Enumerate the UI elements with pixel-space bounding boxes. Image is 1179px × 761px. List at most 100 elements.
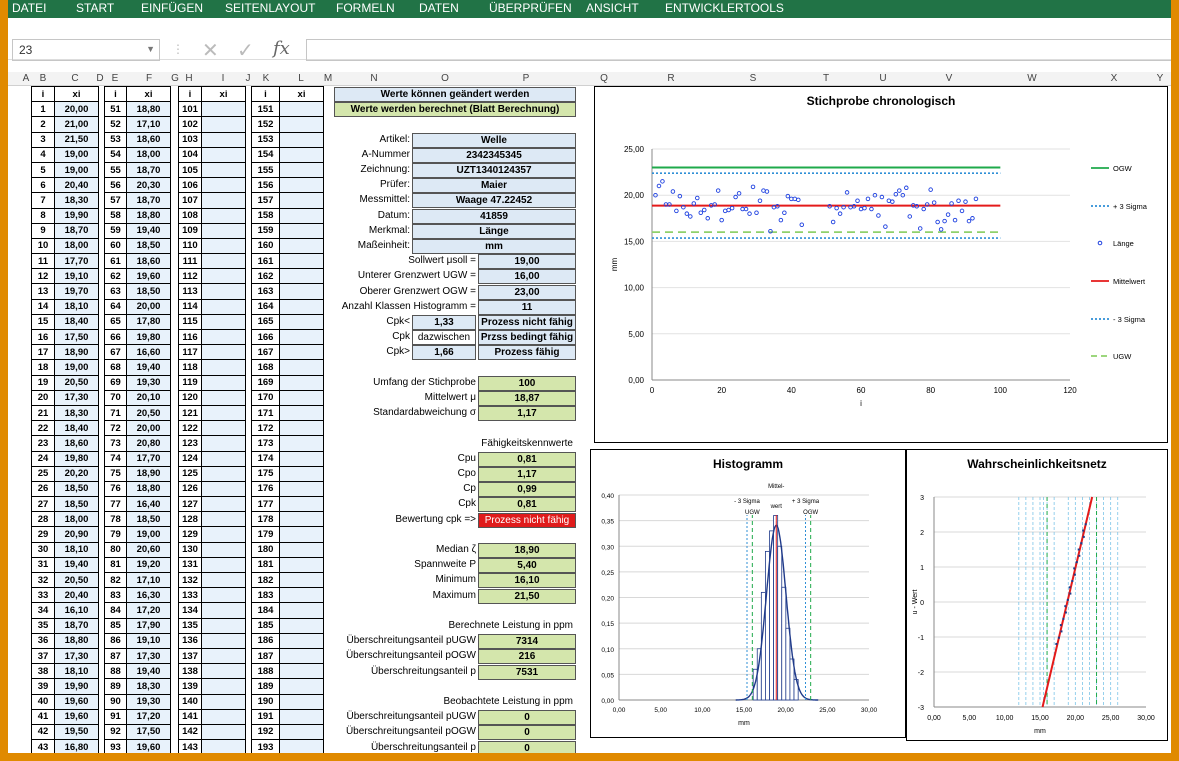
row-value[interactable]: 19,70 [54,283,99,300]
row-value[interactable]: 18,10 [54,541,99,558]
row-index[interactable]: 21 [31,404,55,422]
row-value[interactable]: 17,10 [126,116,171,133]
row-index[interactable]: 134 [178,602,202,619]
row-value[interactable]: 18,60 [126,253,171,270]
row-index[interactable]: 1 [31,101,55,118]
row-value[interactable] [201,298,246,315]
row-index[interactable]: 3 [31,131,55,148]
row-index[interactable]: 183 [251,587,280,604]
header-xi[interactable]: xi [279,85,324,103]
row-index[interactable]: 130 [178,541,202,558]
row-value[interactable] [279,177,324,194]
row-index[interactable]: 182 [251,571,280,589]
field-value[interactable]: UZT1340124357 [412,163,576,178]
row-index[interactable]: 83 [104,587,127,604]
row-value[interactable] [279,496,324,513]
row-index[interactable]: 93 [104,739,127,753]
column-header[interactable]: O [441,73,449,84]
row-value[interactable] [279,328,324,346]
row-index[interactable]: 70 [104,389,127,406]
row-index[interactable]: 177 [251,496,280,513]
row-index[interactable]: 42 [31,723,55,741]
column-header[interactable]: X [1110,73,1118,84]
cpk-text[interactable]: Prozess nicht fähig [478,315,576,330]
field-value[interactable]: 2342345345 [412,147,576,163]
row-index[interactable]: 64 [104,298,127,315]
row-value[interactable] [201,465,246,482]
row-index[interactable]: 67 [104,344,127,361]
row-index[interactable]: 193 [251,739,280,753]
row-index[interactable]: 11 [31,253,55,270]
row-index[interactable]: 38 [31,663,55,680]
row-index[interactable]: 58 [104,207,127,224]
row-index[interactable]: 109 [178,222,202,239]
row-index[interactable]: 138 [178,663,202,680]
row-value[interactable]: 18,50 [126,237,171,255]
row-value[interactable] [279,101,324,118]
row-index[interactable]: 181 [251,556,280,574]
header-i[interactable]: i [251,85,280,103]
row-value[interactable]: 19,40 [126,222,171,239]
row-index[interactable]: 108 [178,207,202,224]
row-value[interactable]: 20,50 [54,374,99,391]
row-index[interactable]: 10 [31,237,55,255]
row-index[interactable]: 59 [104,222,127,239]
row-index[interactable]: 120 [178,389,202,406]
row-value[interactable] [201,526,246,543]
ribbon-tab[interactable]: FORMELN [336,1,395,15]
row-value[interactable] [279,663,324,680]
row-index[interactable]: 174 [251,450,280,467]
row-index[interactable]: 86 [104,632,127,649]
row-value[interactable] [201,101,246,118]
row-value[interactable]: 18,70 [54,222,99,239]
row-value[interactable]: 19,60 [126,268,171,285]
row-index[interactable]: 52 [104,116,127,133]
row-index[interactable]: 125 [178,465,202,482]
column-header[interactable]: G [171,73,179,84]
row-index[interactable]: 87 [104,647,127,665]
row-index[interactable]: 65 [104,313,127,331]
row-index[interactable]: 160 [251,237,280,255]
row-value[interactable] [201,435,246,452]
row-index[interactable]: 63 [104,283,127,300]
row-value[interactable]: 17,30 [54,389,99,406]
row-index[interactable]: 152 [251,116,280,133]
column-header[interactable]: J [245,73,251,84]
row-index[interactable]: 72 [104,420,127,437]
row-index[interactable]: 34 [31,602,55,619]
row-value[interactable] [279,161,324,179]
row-index[interactable]: 153 [251,131,280,148]
column-header[interactable]: F [145,73,153,84]
column-header[interactable]: E [111,73,119,84]
row-value[interactable] [201,328,246,346]
name-box[interactable]: 23 ▼ [12,39,160,61]
row-value[interactable]: 18,40 [54,313,99,331]
row-index[interactable]: 76 [104,480,127,498]
row-value[interactable] [279,632,324,649]
ribbon-tab[interactable]: START [76,1,115,15]
row-index[interactable]: 173 [251,435,280,452]
row-value[interactable]: 18,10 [54,298,99,315]
row-value[interactable] [279,587,324,604]
row-index[interactable]: 29 [31,526,55,543]
row-index[interactable]: 116 [178,328,202,346]
row-index[interactable]: 62 [104,268,127,285]
cancel-icon[interactable]: ✕ [202,40,219,62]
row-index[interactable]: 27 [31,496,55,513]
row-index[interactable]: 165 [251,313,280,331]
row-index[interactable]: 84 [104,602,127,619]
row-index[interactable]: 101 [178,101,202,118]
row-index[interactable]: 22 [31,420,55,437]
cpk-text[interactable]: Przss bedingt fähig [478,330,576,346]
row-index[interactable]: 5 [31,161,55,179]
row-index[interactable]: 115 [178,313,202,331]
column-header[interactable]: R [667,73,675,84]
ribbon-tab[interactable]: DATEN [419,1,459,15]
row-index[interactable]: 113 [178,283,202,300]
row-index[interactable]: 166 [251,328,280,346]
row-index[interactable]: 105 [178,161,202,179]
row-index[interactable]: 33 [31,587,55,604]
row-index[interactable]: 25 [31,465,55,482]
row-value[interactable]: 19,30 [126,693,171,710]
row-index[interactable]: 23 [31,435,55,452]
